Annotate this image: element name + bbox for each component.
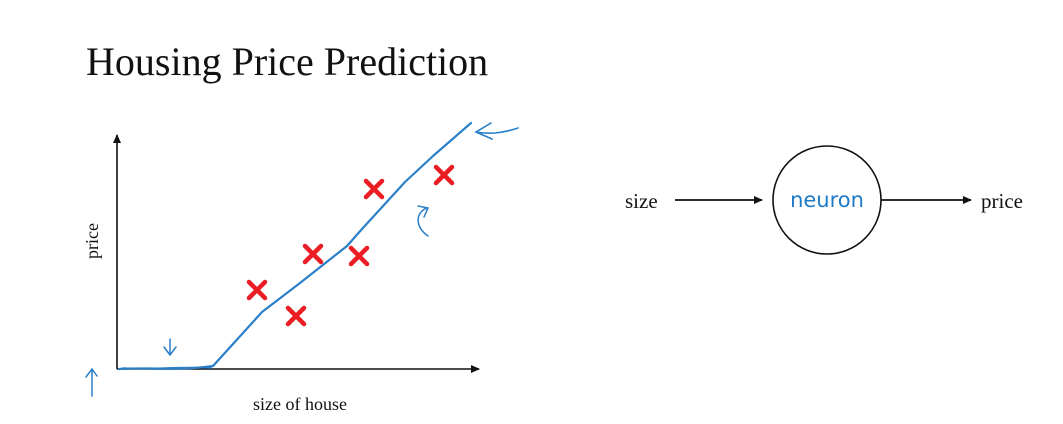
data-point-1: [246, 279, 268, 301]
neuron-node: [772, 145, 882, 255]
fit-line-stroke-2: [122, 366, 212, 370]
input-label: size: [625, 189, 658, 213]
data-point-3: [302, 243, 324, 265]
down-arrow-annotation-icon: [163, 338, 177, 357]
curved-arrow-annotation-icon: [417, 205, 430, 237]
y-axis-label: price: [82, 223, 102, 259]
data-point-2: [285, 305, 307, 327]
output-label: price: [981, 189, 1023, 213]
data-point-5: [363, 178, 385, 200]
data-point-4: [348, 245, 370, 267]
left-arrow-annotation-icon: [474, 122, 519, 140]
up-arrow-annotation-icon: [85, 367, 98, 397]
fit-line: [117, 121, 473, 371]
housing-price-plot: price size of house: [82, 121, 519, 414]
data-point-6: [433, 164, 455, 186]
page-title: Housing Price Prediction: [86, 39, 489, 84]
x-axis-label: size of house: [253, 394, 347, 414]
neuron-label: neuron: [790, 188, 864, 212]
